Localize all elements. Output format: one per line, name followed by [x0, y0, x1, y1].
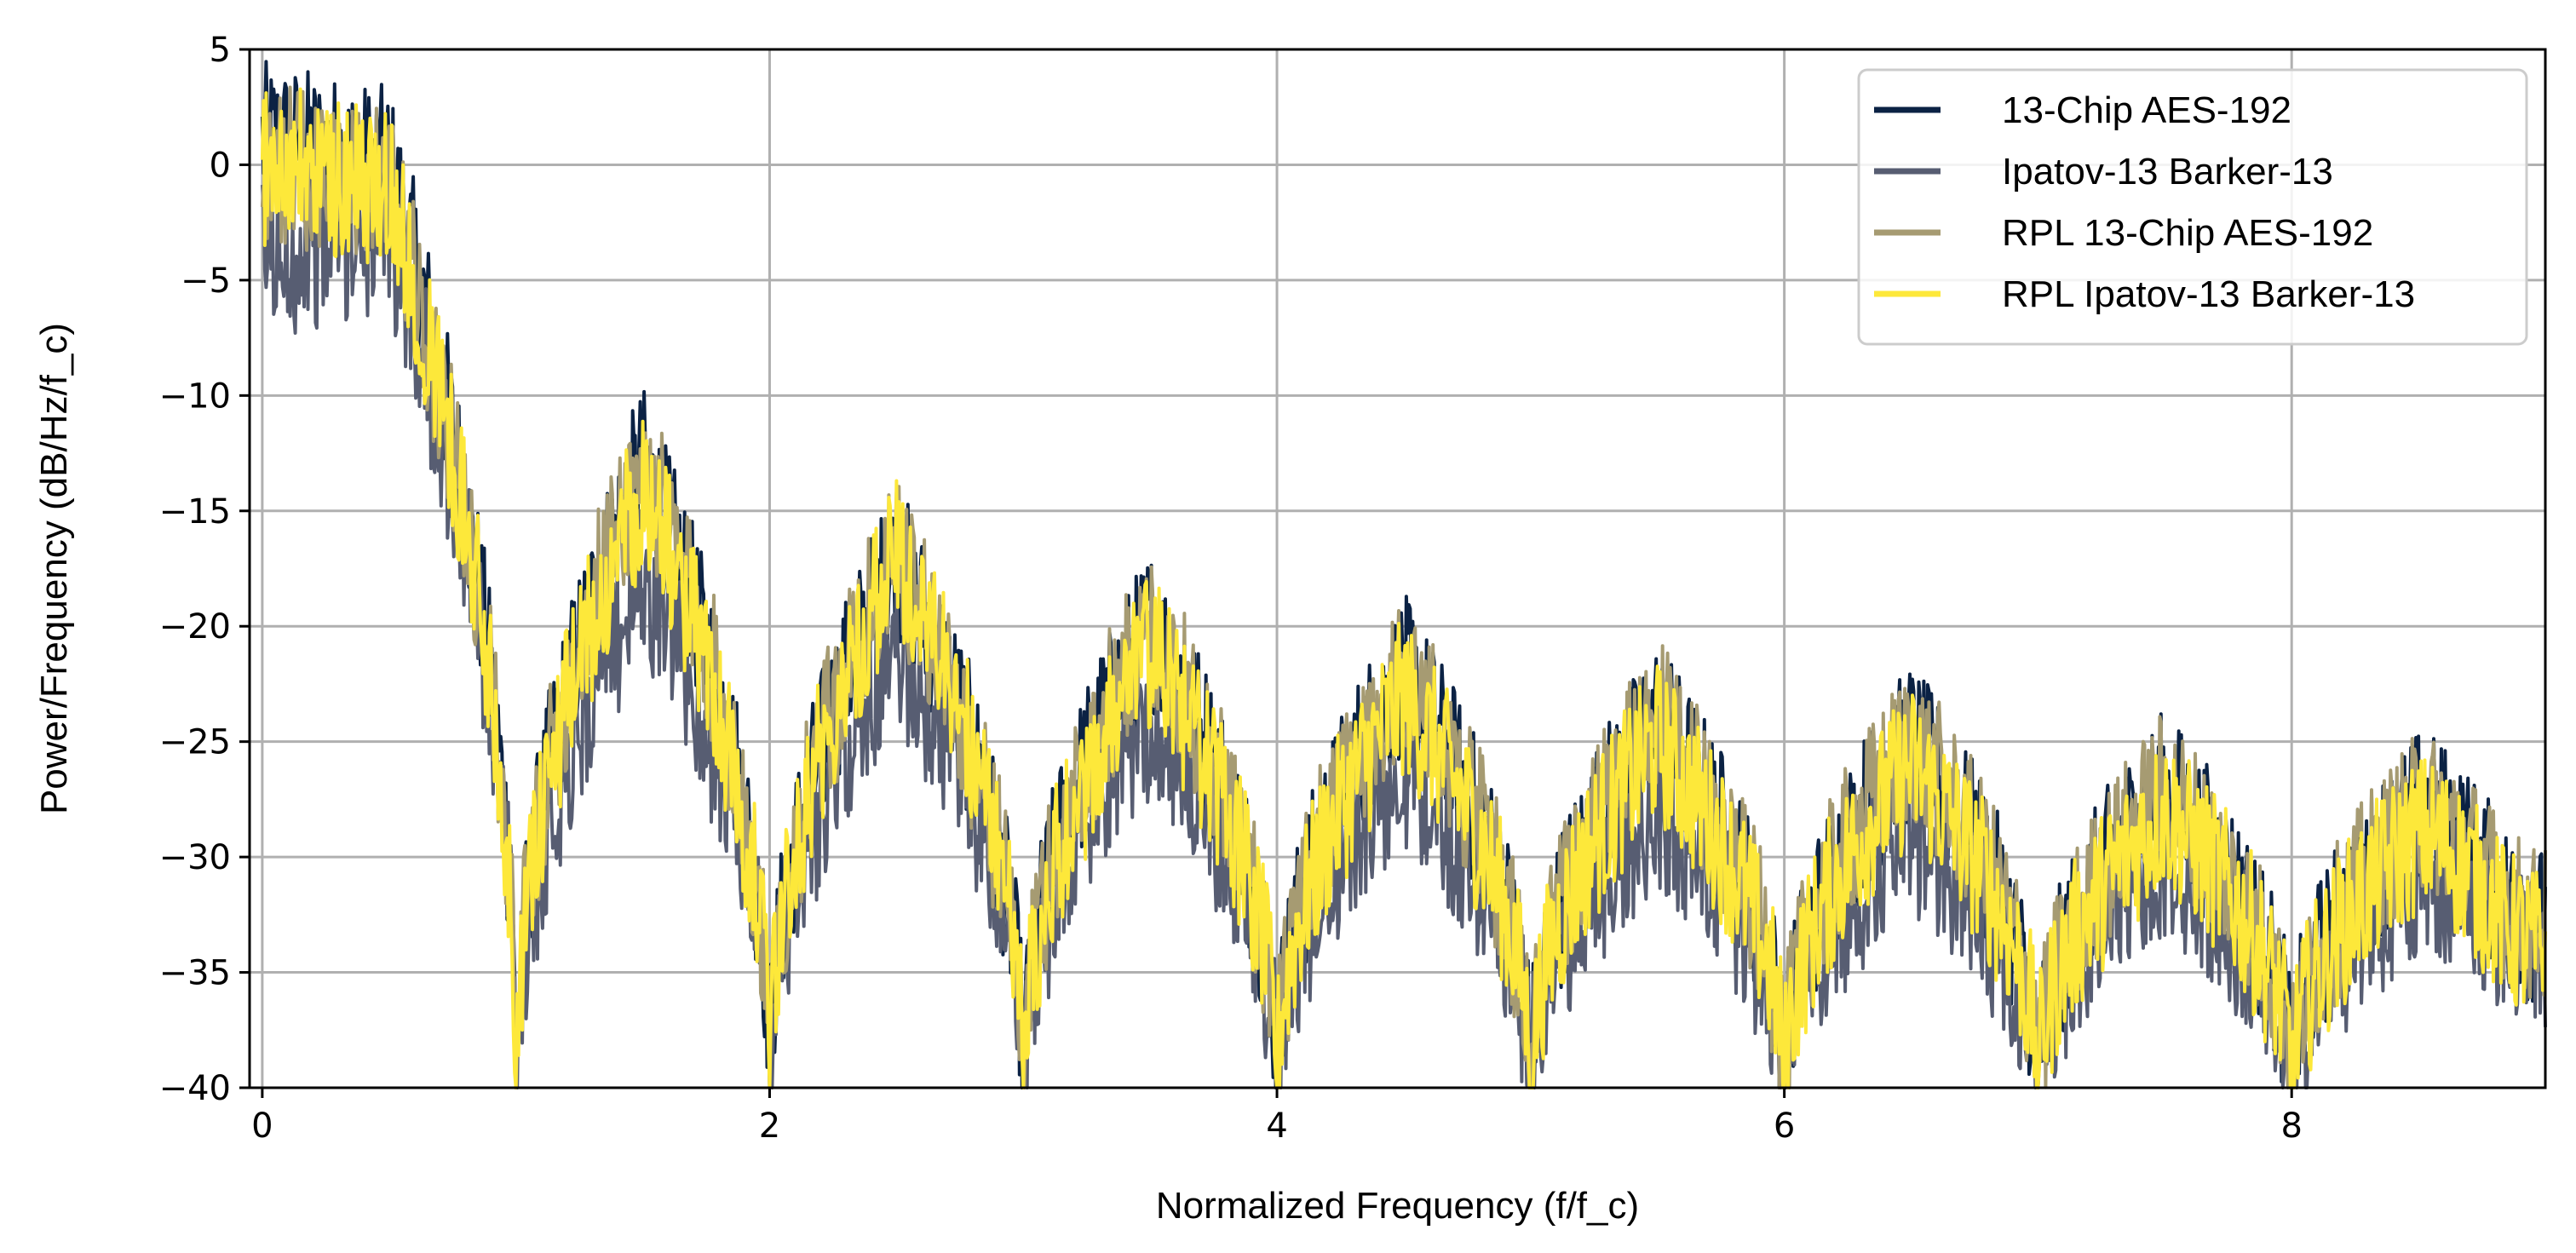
- legend-label: RPL 13-Chip AES-192: [2002, 212, 2373, 254]
- x-tick-label: 0: [251, 1106, 273, 1146]
- legend-box: [1857, 68, 2528, 346]
- y-tick-label: −10: [159, 376, 231, 416]
- legend-label: Ipatov-13 Barker-13: [2002, 151, 2333, 193]
- y-tick-label: −20: [159, 607, 231, 647]
- y-tick-label: −30: [159, 838, 231, 877]
- y-tick-label: −5: [181, 262, 231, 301]
- x-axis-label: Normalized Frequency (f/f_c): [1156, 1185, 1639, 1227]
- legend: 13-Chip AES-192 Ipatov-13 Barker-13 RPL 13…: [1857, 68, 2528, 346]
- plot-frame: [248, 48, 2547, 1089]
- y-tick-label: 0: [210, 146, 231, 185]
- y-tick-label: −35: [159, 954, 231, 993]
- y-axis-label: Power/Frequency (dB/Hz/f_c): [33, 323, 75, 814]
- x-tick-label: 4: [1266, 1106, 1287, 1146]
- y-tick-label: −25: [159, 723, 231, 762]
- axis-ticks: 0 2 4 6 8 5 0 −5 −10 −15 −20 −25 −30 −35 −40: [159, 31, 2303, 1146]
- x-tick-label: 6: [1774, 1106, 1795, 1146]
- y-tick-label: −40: [159, 1069, 231, 1108]
- x-tick-label: 2: [759, 1106, 780, 1146]
- y-tick-label: 5: [210, 31, 231, 70]
- legend-label: RPL Ipatov-13 Barker-13: [2002, 273, 2415, 315]
- legend-label: 13-Chip AES-192: [2002, 89, 2291, 131]
- series-line: [260, 87, 2547, 1089]
- series-lines: [260, 60, 2547, 1089]
- x-tick-label: 8: [2280, 1106, 2302, 1146]
- y-tick-label: −15: [159, 492, 231, 532]
- series-line: [260, 153, 2547, 1089]
